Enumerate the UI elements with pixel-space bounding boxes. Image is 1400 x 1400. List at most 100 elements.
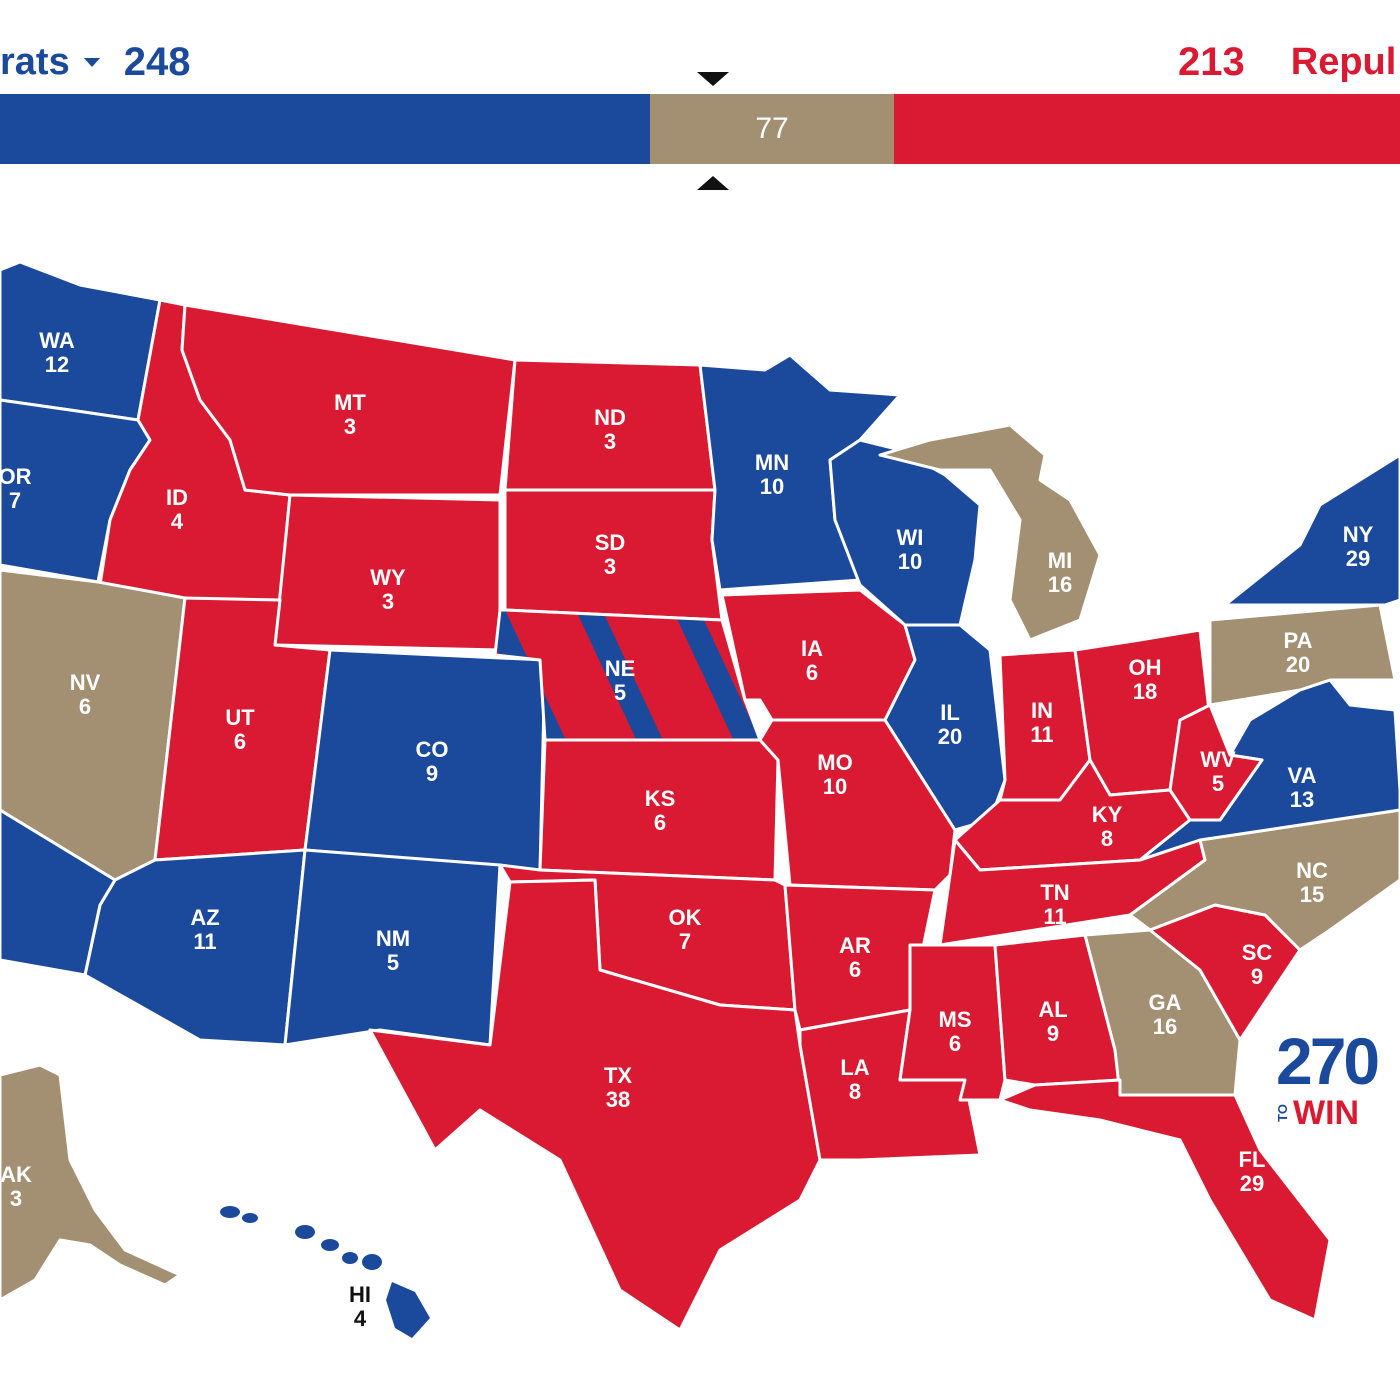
state-ev-tx: 38: [606, 1087, 630, 1112]
state-label-ny: NY: [1343, 522, 1374, 547]
logo-win: WIN: [1293, 1094, 1360, 1132]
state-ev-or: 7: [9, 488, 21, 513]
state-ev-in: 11: [1030, 722, 1053, 747]
state-label-ms: MS: [939, 1007, 972, 1032]
state-label-hi: HI: [349, 1282, 371, 1307]
state-label-ne: NE: [605, 656, 636, 681]
state-ev-fl: 29: [1240, 1171, 1264, 1196]
state-label-nd: ND: [594, 405, 626, 430]
rep-header: 213 Repul: [1178, 34, 1400, 90]
state-label-wa: WA: [39, 328, 75, 353]
state-label-wi: WI: [897, 525, 924, 550]
state-ev-hi: 4: [354, 1306, 367, 1331]
state-hi-island[interactable]: [220, 1206, 240, 1218]
state-label-va: VA: [1288, 763, 1317, 788]
state-label-ak: AK: [0, 1162, 32, 1187]
state-ev-sc: 9: [1251, 964, 1263, 989]
state-ev-wi: 10: [898, 549, 922, 574]
state-ev-mn: 10: [760, 474, 784, 499]
state-ev-sd: 3: [604, 554, 616, 579]
state-ev-wa: 12: [45, 352, 69, 377]
logo-number: 270: [1276, 1024, 1380, 1098]
state-mi[interactable]: [878, 423, 1102, 642]
state-ks[interactable]: [538, 738, 780, 882]
state-ev-mo: 10: [823, 774, 847, 799]
state-ev-mt: 3: [344, 414, 356, 439]
state-hi-island[interactable]: [342, 1252, 358, 1264]
tossup-bar-segment: 77: [650, 94, 894, 164]
270towin-logo[interactable]: 270 TO WIN: [1275, 1024, 1396, 1132]
dem-party-selector[interactable]: rats: [0, 40, 70, 83]
state-label-fl: FL: [1239, 1147, 1266, 1172]
state-ev-ms: 6: [949, 1031, 961, 1056]
state-ev-nm: 5: [387, 950, 399, 975]
state-label-or: OR: [0, 464, 32, 489]
state-ev-al: 9: [1047, 1021, 1059, 1046]
state-label-co: CO: [416, 737, 449, 762]
state-ak[interactable]: [0, 1063, 182, 1302]
state-ev-pa: 20: [1286, 652, 1310, 677]
state-label-mt: MT: [334, 390, 366, 415]
state-ev-az: 11: [193, 929, 216, 954]
state-label-mn: MN: [755, 450, 789, 475]
state-ev-nv: 6: [79, 694, 91, 719]
state-label-wv: WV: [1200, 747, 1236, 772]
270-marker-up-icon: [697, 176, 729, 190]
chevron-down-icon[interactable]: [83, 57, 100, 67]
state-ev-il: 20: [938, 724, 962, 749]
state-ev-co: 9: [426, 761, 438, 786]
rep-electoral-total: 213: [1178, 39, 1245, 84]
state-ev-wv: 5: [1212, 771, 1224, 796]
state-ev-mi: 16: [1048, 572, 1072, 597]
state-ny[interactable]: [1223, 453, 1400, 607]
state-label-id: ID: [166, 485, 188, 510]
state-ev-ne: 5: [614, 680, 626, 705]
tossup-total: 77: [755, 112, 789, 145]
state-ev-oh: 18: [1133, 679, 1157, 704]
state-label-ok: OK: [669, 905, 702, 930]
state-label-sd: SD: [595, 530, 626, 555]
state-label-il: IL: [940, 700, 960, 725]
state-hi-island[interactable]: [362, 1254, 382, 1270]
state-hi-island[interactable]: [242, 1213, 258, 1223]
state-ev-nd: 3: [604, 429, 616, 454]
state-label-ar: AR: [839, 933, 871, 958]
dem-header: rats 248: [0, 34, 190, 90]
state-fl[interactable]: [998, 1078, 1332, 1322]
state-ev-ak: 3: [10, 1186, 22, 1211]
state-wa[interactable]: [0, 260, 162, 422]
rep-party-selector[interactable]: Repul: [1290, 40, 1397, 83]
state-hi-island[interactable]: [295, 1225, 315, 1239]
state-ev-ga: 16: [1153, 1014, 1177, 1039]
state-label-ut: UT: [225, 705, 255, 730]
state-wi[interactable]: [828, 438, 982, 627]
dem-electoral-total: 248: [123, 39, 191, 84]
state-ev-la: 8: [849, 1079, 861, 1104]
state-label-mi: MI: [1048, 548, 1072, 573]
state-label-mo: MO: [817, 750, 852, 775]
state-ev-ok: 7: [679, 929, 691, 954]
state-label-wy: WY: [370, 565, 406, 590]
state-ev-ar: 6: [849, 957, 861, 982]
state-label-in: IN: [1031, 698, 1053, 723]
state-label-sc: SC: [1242, 940, 1273, 965]
state-nc[interactable]: [1128, 808, 1400, 952]
state-label-al: AL: [1038, 997, 1067, 1022]
state-hi[interactable]: [386, 1282, 430, 1338]
state-hi-island[interactable]: [321, 1239, 339, 1251]
270-marker-down-icon: [697, 72, 729, 86]
state-label-oh: OH: [1129, 655, 1162, 680]
state-va[interactable]: [1138, 678, 1400, 862]
state-wv[interactable]: [1168, 703, 1264, 822]
state-label-ga: GA: [1149, 990, 1182, 1015]
state-ev-id: 4: [171, 509, 184, 534]
state-ev-va: 13: [1290, 787, 1314, 812]
state-mt[interactable]: [180, 303, 517, 497]
logo-to: TO: [1275, 1104, 1290, 1122]
state-label-ky: KY: [1092, 802, 1123, 827]
state-ev-tn: 11: [1043, 904, 1066, 929]
state-label-nc: NC: [1296, 858, 1328, 883]
state-tx[interactable]: [368, 878, 822, 1332]
state-ca[interactable]: [0, 808, 117, 977]
